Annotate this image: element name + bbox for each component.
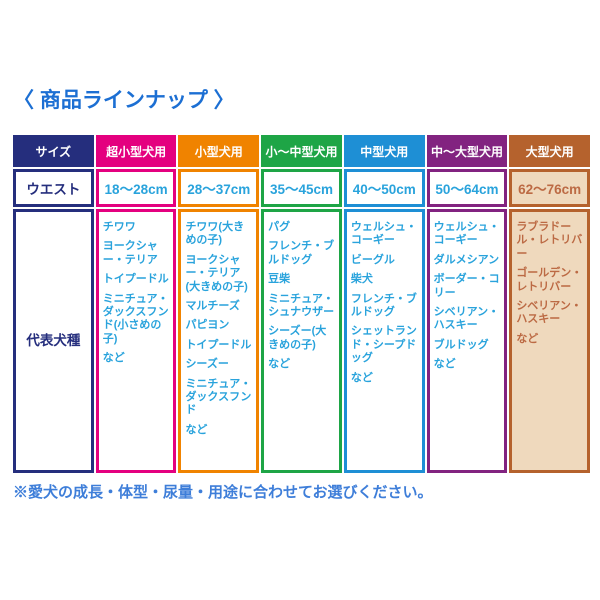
breeds-list: チワワヨークシャー・テリアトイプードルミニチュア・ダックスフンド(小さめの子) な…: [95, 209, 177, 473]
column-header: 小型犬用: [178, 135, 260, 167]
breed-item: シーズー(大きめの子): [268, 325, 327, 351]
breed-item: ラブラドール・レトリバー: [516, 221, 583, 260]
column-header: 超小型犬用: [95, 135, 177, 167]
column-size-labels: サイズ ウエスト 代表犬種: [13, 135, 94, 473]
breeds-list: ウェルシュ・コーギービーグル柴犬フレンチ・ブルドッグシェットランド・シープドッグ…: [343, 209, 425, 473]
waist-range: 62～76cm: [509, 169, 591, 207]
page-title: 〈 商品ラインナップ 〉: [13, 89, 235, 112]
breed-item: シベリアン・ハスキー: [433, 306, 500, 332]
breed-item: など: [350, 371, 373, 384]
breed-item: シェットランド・シープドッグ: [350, 325, 417, 365]
breed-item: トイプードル: [102, 273, 169, 286]
breed-item: パグ: [268, 221, 291, 233]
breed-item: シベリアン・ハスキー: [516, 300, 582, 326]
product-lineup-table: サイズ ウエスト 代表犬種 超小型犬用 18～28cm チワワヨークシャー・テリ…: [13, 135, 591, 473]
breed-item: 柴犬: [350, 273, 373, 286]
breed-item: ミニチュア・シュナウザー: [268, 292, 335, 319]
breed-item: など: [516, 332, 539, 345]
column-header: 大型犬用: [509, 135, 591, 167]
breed-item: ヨークシャー・テリア(大きめの子): [185, 253, 248, 293]
column-large-dog: 大型犬用 62～76cm ラブラドール・レトリバーゴールデン・レトリバー シベリア…: [509, 135, 591, 473]
row-label-breeds: 代表犬種: [13, 209, 94, 473]
breed-item: など: [268, 358, 291, 371]
waist-range: 50～64cm: [426, 169, 508, 207]
waist-range: 40～50cm: [343, 169, 425, 207]
breed-item: フレンチ・ブルドッグ: [268, 240, 335, 266]
breed-item: チワワ: [102, 221, 136, 233]
breed-item: トイプードル: [185, 338, 252, 351]
breeds-list: パグフレンチ・ブルドッグ豆柴ミニチュア・シュナウザー シーズー(大きめの子) など: [261, 209, 342, 473]
breed-item: ボーダー・コリー: [433, 273, 500, 299]
breed-item: チワワ(大きめの子): [185, 221, 245, 247]
breed-item: など: [185, 423, 208, 436]
column-header-size: サイズ: [13, 135, 94, 167]
breed-item: ミニチュア・ダックスフンド: [185, 377, 252, 417]
breed-item: ウェルシュ・コーギー: [433, 221, 500, 247]
waist-range: 28～37cm: [178, 169, 260, 207]
breeds-row-label: 代表犬種: [26, 332, 81, 348]
breed-item: マルチーズ: [185, 300, 240, 313]
breed-item: ヨークシャー・テリア: [102, 240, 158, 266]
column-small-medium-dog: 小～中型犬用 35～45cm パグフレンチ・ブルドッグ豆柴ミニチュア・シュナウザ…: [261, 135, 342, 473]
column-header: 小～中型犬用: [261, 135, 342, 167]
breed-item: 豆柴: [268, 273, 291, 286]
breed-item: シーズー: [185, 358, 229, 371]
column-medium-large-dog: 中～大型犬用 50～64cm ウェルシュ・コーギーダルメシアンボーダー・コリーシ…: [426, 135, 508, 473]
breeds-list: ウェルシュ・コーギーダルメシアンボーダー・コリー シベリアン・ハスキーブルドッグな…: [426, 209, 508, 473]
column-extra-small-dog: 超小型犬用 18～28cm チワワヨークシャー・テリアトイプードルミニチュア・ダ…: [95, 135, 177, 473]
breeds-list: ラブラドール・レトリバーゴールデン・レトリバー シベリアン・ハスキーなど: [509, 209, 591, 473]
selection-footnote: ※愛犬の成長・体型・尿量・用途に合わせてお選びください。: [13, 484, 433, 501]
row-label-waist: ウエスト: [13, 169, 94, 207]
column-header: 中～大型犬用: [426, 135, 508, 167]
column-small-dog: 小型犬用 28～37cm チワワ(大きめの子) ヨークシャー・テリア(大きめの子)…: [178, 135, 260, 473]
breed-item: ゴールデン・レトリバー: [516, 267, 583, 293]
breed-item: ウェルシュ・コーギー: [350, 221, 417, 247]
breed-item: パピヨン: [185, 319, 230, 332]
breed-item: フレンチ・ブルドッグ: [350, 292, 417, 319]
breed-item: ビーグル: [350, 253, 395, 266]
breed-item: など: [102, 352, 125, 365]
column-medium-dog: 中型犬用 40～50cm ウェルシュ・コーギービーグル柴犬フレンチ・ブルドッグシ…: [343, 135, 425, 473]
breed-item: ダルメシアン: [433, 253, 500, 266]
breed-item: ミニチュア・ダックスフンド(小さめの子): [102, 292, 169, 345]
breed-item: など: [433, 358, 456, 371]
column-header: 中型犬用: [343, 135, 425, 167]
breeds-list: チワワ(大きめの子) ヨークシャー・テリア(大きめの子) マルチーズパピヨントイプー…: [178, 209, 260, 473]
breed-item: ブルドッグ: [433, 338, 489, 351]
waist-range: 35～45cm: [261, 169, 342, 207]
waist-range: 18～28cm: [95, 169, 177, 207]
